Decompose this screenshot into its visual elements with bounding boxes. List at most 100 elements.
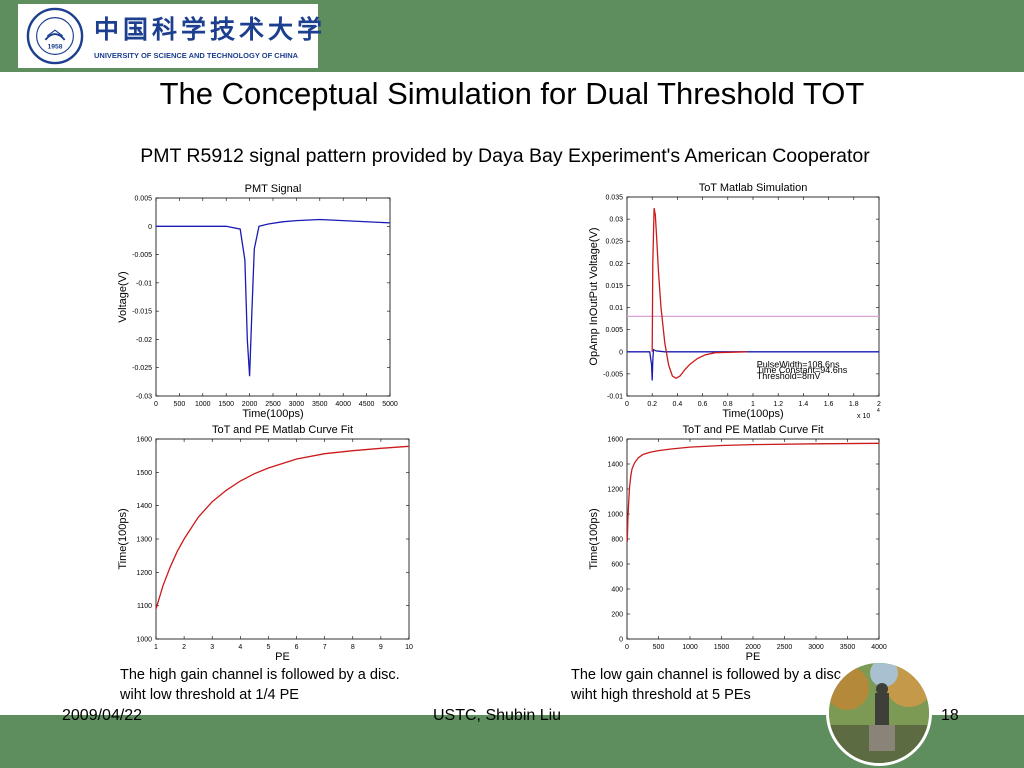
y-tick-label: 0.01: [609, 305, 623, 312]
caption-left-line-1: The high gain channel is followed by a d…: [120, 667, 400, 683]
y-tick-label: 1000: [136, 637, 152, 644]
x-tick-label: 6: [295, 644, 299, 651]
y-tick-label: -0.03: [136, 394, 152, 401]
slide-subtitle: PMT R5912 signal pattern provided by Day…: [140, 145, 870, 167]
x-tick-label: 3500: [312, 401, 328, 408]
x-tick-label: 4500: [359, 401, 375, 408]
plot-frame: [626, 438, 880, 640]
y-tick-label: 1400: [607, 462, 623, 469]
x-axis-label: Time(100ps): [722, 408, 783, 420]
y-tick-label: 1400: [136, 503, 152, 510]
pmt-signal-chart: PMT Signal 0 500 1000 1500 2000 2500 3000 3500 40…: [117, 183, 398, 420]
series-line-0: [627, 348, 879, 381]
tot-pe-fit-chart-low-threshold: ToT and PE Matlab Curve Fit 1 2 3 4 5 6 7 8 9 10 16…: [117, 424, 413, 663]
y-axis-label: Voltage(V): [117, 271, 129, 322]
y-tick-label: 1600: [607, 437, 623, 444]
x-tick-label: 1: [154, 644, 158, 651]
x-axis-multiplier: x 10: [857, 413, 870, 420]
y-tick-label: 1500: [136, 470, 152, 477]
y-tick-label: 0.035: [605, 195, 623, 202]
x-tick-label: 9: [379, 644, 383, 651]
chart-title: ToT and PE Matlab Curve Fit: [212, 424, 353, 436]
x-tick-label: 3500: [840, 644, 856, 651]
university-seal-icon: 1958: [26, 7, 84, 65]
x-tick-label: 0.8: [723, 401, 733, 408]
y-tick-label: -0.015: [132, 309, 152, 316]
x-tick-label: 3000: [808, 644, 824, 651]
series-line-0: [155, 445, 410, 610]
x-tick-label: 4000: [871, 644, 887, 651]
x-tick-label: 1.4: [799, 401, 809, 408]
x-tick-label: 0: [625, 401, 629, 408]
chart-title: PMT Signal: [245, 183, 302, 195]
x-tick-label: 3: [210, 644, 214, 651]
x-tick-label: 0.2: [647, 401, 657, 408]
footer-date: 2009/04/22: [62, 707, 143, 724]
university-logo: 1958 中国科学技术大学 UNIVERSITY OF SCIENCE AND …: [18, 4, 322, 68]
caption-right: The low gain channel is followed by a di…: [571, 665, 845, 705]
x-tick-label: 4000: [335, 401, 351, 408]
y-tick-label: 1200: [607, 487, 623, 494]
y-tick-label: -0.01: [607, 394, 623, 401]
caption-left: The high gain channel is followed by a d…: [120, 665, 400, 705]
series-line-0: [626, 442, 880, 542]
x-tick-label: 2: [877, 401, 881, 408]
x-tick-label: 2000: [242, 401, 258, 408]
x-tick-label: 1000: [682, 644, 698, 651]
y-tick-label: 1000: [607, 512, 623, 519]
y-tick-label: 0: [148, 224, 152, 231]
y-tick-label: 0.005: [134, 196, 152, 203]
y-tick-label: 1200: [136, 570, 152, 577]
y-tick-label: 0.03: [609, 217, 623, 224]
x-tick-label: 1000: [195, 401, 211, 408]
x-tick-label: 0.4: [673, 401, 683, 408]
x-tick-label: 1.2: [773, 401, 783, 408]
x-tick-label: 0: [625, 644, 629, 651]
y-tick-label: 0.015: [605, 283, 623, 290]
x-tick-label: 1: [751, 401, 755, 408]
annotation-pulse-width: PulseWidth=108.6ns: [757, 359, 840, 369]
plot-frame: [155, 197, 391, 397]
x-tick-label: 0: [154, 401, 158, 408]
y-axis-label: OpAmp InOutPut Voltage(V): [588, 227, 600, 365]
footer-author: USTC, Shubin Liu: [433, 707, 562, 724]
y-tick-label: 0.025: [605, 239, 623, 246]
caption-right-line-1: The low gain channel is followed by a di…: [571, 667, 846, 683]
x-tick-label: 10: [405, 644, 413, 651]
x-tick-label: 3000: [289, 401, 305, 408]
x-tick-label: 2500: [777, 644, 793, 651]
series-line-1: [651, 207, 747, 380]
y-axis-label: Time(100ps): [588, 508, 600, 569]
university-name-cn: 中国科学技术大学: [94, 15, 327, 44]
x-tick-label: 500: [174, 401, 186, 408]
x-tick-label: 2000: [745, 644, 761, 651]
caption-left-line-2: wiht low threshold at 1/4 PE: [120, 687, 299, 703]
x-tick-label: 8: [351, 644, 355, 651]
x-tick-label: 500: [653, 644, 665, 651]
x-tick-label: 1500: [218, 401, 234, 408]
x-tick-label: 1.6: [824, 401, 834, 408]
caption-right-line-2: wiht high threshold at 5 PEs: [571, 687, 751, 703]
x-axis-label: Time(100ps): [242, 408, 303, 420]
svg-text:1958: 1958: [47, 44, 62, 51]
statue-photo-image: [829, 663, 929, 763]
x-tick-label: 7: [323, 644, 327, 651]
tot-simulation-chart: ToT Matlab Simulation 0 0.2 0.4 0.6 0.8 1 1.2 1.…: [588, 182, 881, 420]
y-tick-label: 800: [611, 537, 623, 544]
y-tick-label: 200: [611, 612, 623, 619]
series-line-0: [156, 218, 391, 377]
y-tick-label: 600: [611, 562, 623, 569]
y-tick-label: 400: [611, 587, 623, 594]
annotation-threshold: Threshold=8mV: [757, 371, 821, 381]
y-tick-label: 1600: [136, 437, 152, 444]
footer-page-number: 18: [941, 707, 959, 724]
y-tick-label: 1300: [136, 537, 152, 544]
y-tick-label: -0.01: [136, 280, 152, 287]
annotation-time-constant: Time Constant=94.6ns: [757, 365, 848, 375]
x-axis-label: PE: [746, 651, 761, 663]
x-tick-label: 5: [266, 644, 270, 651]
y-tick-label: -0.005: [132, 252, 152, 259]
y-tick-label: 0.02: [609, 261, 623, 268]
slide-title: The Conceptual Simulation for Dual Thres…: [159, 76, 865, 111]
x-axis-label: PE: [275, 651, 290, 663]
